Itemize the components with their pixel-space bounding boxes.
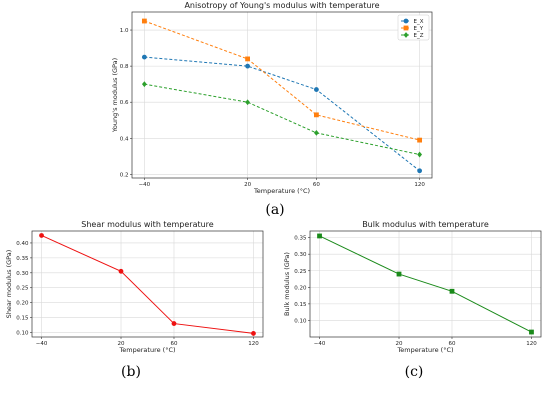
x-tick-label: 60 xyxy=(170,341,177,347)
data-point-marker xyxy=(317,233,322,239)
chart-title: Anisotropy of Young's modulus with tempe… xyxy=(184,1,379,10)
panel-label: (a) xyxy=(265,202,284,218)
y-axis-label: Young's modulus (GPa) xyxy=(111,58,119,133)
chart-panel-3: 0.10 0.15 0.20 0.25 0.30 0.35 −40 20 60 120 Bulk m… xyxy=(283,220,542,380)
data-point-marker xyxy=(245,99,250,106)
y-tick-label: 0.20 xyxy=(16,301,29,307)
y-axis-label: Shear modulus (GPa) xyxy=(5,250,13,319)
chart-title: Bulk modulus with temperature xyxy=(362,220,489,229)
x-tick-label: −40 xyxy=(36,341,48,347)
data-point-marker xyxy=(39,233,44,238)
y-tick-label: 0.4 xyxy=(120,136,129,142)
y-tick-label: 0.25 xyxy=(16,286,29,292)
x-tick-label: 120 xyxy=(248,341,259,347)
y-tick-label: 0.35 xyxy=(294,236,307,242)
legend-label: E_X xyxy=(414,19,424,25)
data-point-marker xyxy=(417,151,423,158)
data-point-marker xyxy=(171,321,177,326)
y-axis-label: Bulk modulus (GPa) xyxy=(283,252,291,316)
data-point-marker xyxy=(314,129,319,136)
x-tick-label: 20 xyxy=(244,182,251,188)
chart-panel-1: 0.2 0.4 0.6 0.8 1.0 −40 20 60 120 Anisotropy of Y… xyxy=(111,1,433,218)
data-point-marker xyxy=(141,54,147,60)
x-axis-label: Temperature (°C) xyxy=(118,346,175,354)
series-line-series-1 xyxy=(41,235,254,334)
legend-label: E_Y xyxy=(414,26,424,32)
x-tick-label: 20 xyxy=(396,341,403,347)
data-point-marker xyxy=(396,271,402,277)
data-point-marker xyxy=(314,112,319,118)
panel-label: (c) xyxy=(405,364,424,380)
data-point-marker xyxy=(417,168,423,174)
y-tick-label: 0.20 xyxy=(294,285,307,291)
legend-marker xyxy=(403,25,409,31)
x-tick-label: 60 xyxy=(313,182,320,188)
plot-frame xyxy=(31,230,264,338)
data-point-marker xyxy=(251,331,256,336)
y-tick-label: 0.40 xyxy=(16,241,29,247)
y-tick-label: 0.15 xyxy=(16,316,29,322)
legend-marker xyxy=(403,18,409,24)
series-line-E_Y xyxy=(144,20,420,141)
series-line-E_X xyxy=(144,56,420,172)
y-tick-label: 0.30 xyxy=(294,252,307,258)
legend-marker xyxy=(403,32,409,38)
chart-panel-2: 0.10 0.15 0.20 0.25 0.30 0.35 0.40 −40 20 60 120 Sh… xyxy=(5,220,264,380)
x-tick-label: 60 xyxy=(448,341,455,347)
plot-frame xyxy=(309,230,542,338)
data-point-marker xyxy=(245,56,250,62)
y-tick-label: 0.25 xyxy=(294,269,307,275)
x-tick-label: 20 xyxy=(118,341,125,347)
legend-label: E_Z xyxy=(414,33,424,39)
data-point-marker xyxy=(417,137,423,143)
x-tick-label: 120 xyxy=(414,182,425,188)
x-axis-label: Temperature (°C) xyxy=(253,187,310,195)
data-point-marker xyxy=(141,18,147,24)
legend: E_XE_YE_Z xyxy=(397,14,430,41)
series-line-E_Z xyxy=(144,83,420,156)
y-tick-label: 0.10 xyxy=(294,318,307,324)
x-tick-label: 120 xyxy=(526,341,537,347)
y-tick-label: 0.30 xyxy=(16,271,29,277)
y-tick-label: 1.0 xyxy=(120,28,129,34)
y-tick-label: 0.6 xyxy=(120,100,129,106)
data-point-marker xyxy=(529,329,534,335)
x-axis-label: Temperature (°C) xyxy=(396,346,453,354)
data-point-marker xyxy=(141,81,147,88)
panel-label: (b) xyxy=(121,364,141,380)
x-tick-label: −40 xyxy=(139,182,151,188)
y-tick-label: 0.15 xyxy=(294,302,307,308)
y-tick-label: 0.2 xyxy=(120,172,129,178)
data-point-marker xyxy=(314,87,319,92)
y-tick-label: 0.8 xyxy=(120,64,129,70)
x-tick-label: −40 xyxy=(314,341,326,347)
data-point-marker xyxy=(449,288,455,294)
chart-title: Shear modulus with temperature xyxy=(81,220,214,229)
y-tick-label: 0.35 xyxy=(16,256,29,262)
data-point-marker xyxy=(245,63,250,69)
y-tick-label: 0.10 xyxy=(16,331,29,337)
plot-frame xyxy=(131,11,433,179)
data-point-marker xyxy=(118,268,124,274)
series-line-series-1 xyxy=(319,235,532,333)
